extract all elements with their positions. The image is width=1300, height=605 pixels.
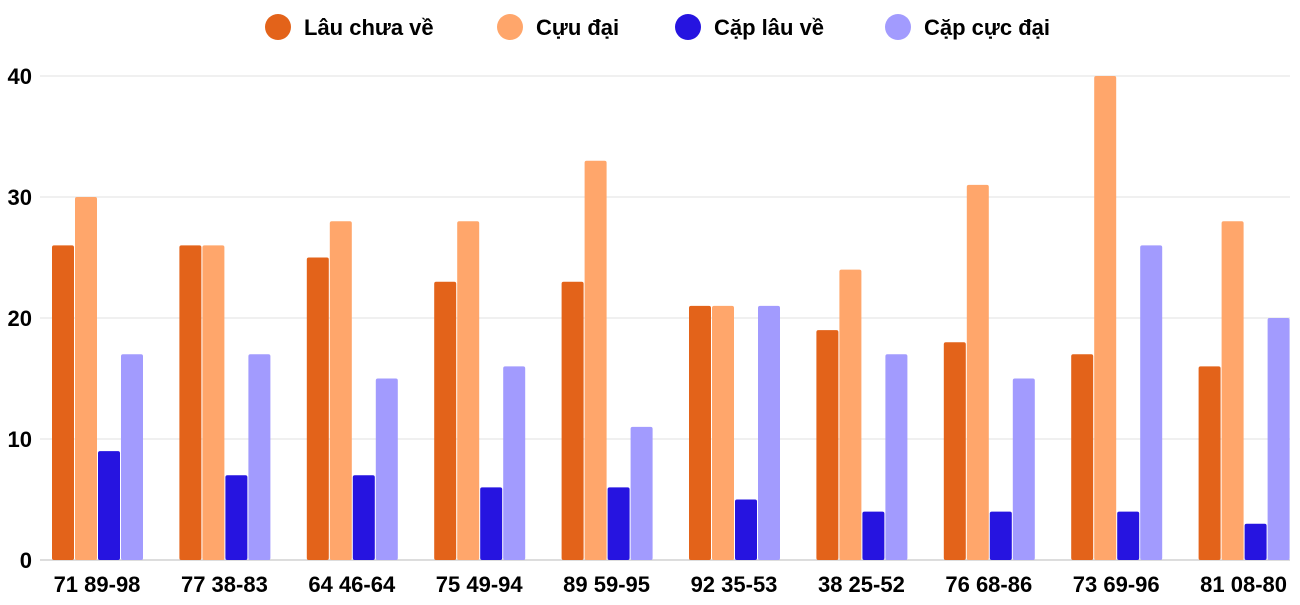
x-tick-label: 64 46-64 (308, 572, 396, 597)
bar-3 (98, 451, 120, 560)
bar-4 (375, 378, 398, 560)
y-tick-label: 40 (8, 64, 32, 89)
bar-4 (1012, 378, 1035, 560)
bar-2 (584, 160, 607, 560)
bar-2 (329, 221, 352, 560)
bar-4 (121, 354, 143, 560)
bar-1 (816, 330, 839, 560)
legend-label: Cặp lâu về (714, 15, 824, 40)
bar-4 (1267, 318, 1290, 560)
x-tick-label: 75 49-94 (436, 572, 524, 597)
x-axis-ticks: 71 89-98 77 38-83 64 46-64 75 49-94 89 59-95… (54, 572, 1287, 597)
bar-2 (1094, 76, 1117, 560)
y-axis-ticks: 0 10 20 30 40 (8, 64, 32, 573)
bar-2 (457, 221, 480, 560)
bar-4 (758, 305, 780, 560)
bar-4 (503, 366, 526, 560)
legend-label: Lâu chưa về (304, 15, 434, 40)
bars (52, 76, 1290, 560)
bar-1 (179, 245, 202, 560)
bar-3 (1117, 511, 1140, 560)
bar-2 (1221, 221, 1244, 560)
legend-marker (885, 14, 911, 40)
bar-2 (202, 245, 225, 560)
x-tick-label: 73 69-96 (1073, 572, 1160, 597)
bar-2 (75, 197, 97, 560)
bar-3 (989, 511, 1012, 560)
bar-2 (712, 305, 734, 560)
legend-label: Cặp cực đại (924, 15, 1050, 40)
legend-marker (265, 14, 291, 40)
x-tick-label: 71 89-98 (54, 572, 141, 597)
x-tick-label: 76 68-86 (945, 572, 1032, 597)
legend: Lâu chưa về Cựu đại Cặp lâu về Cặp cực đại (265, 14, 1050, 40)
bar-1 (306, 257, 329, 560)
x-tick-label: 92 35-53 (691, 572, 778, 597)
bar-4 (248, 354, 271, 560)
x-tick-label: 89 59-95 (563, 572, 650, 597)
bar-4 (1140, 245, 1163, 560)
y-tick-label: 30 (8, 185, 32, 210)
legend-label: Cựu đại (536, 15, 619, 40)
legend-marker (497, 14, 523, 40)
bar-3 (352, 475, 375, 560)
bar-3 (607, 487, 630, 560)
bar-4 (630, 426, 653, 560)
bar-1 (52, 245, 74, 560)
bar-3 (735, 499, 757, 560)
bar-1 (561, 281, 584, 560)
x-tick-label: 81 08-80 (1200, 572, 1287, 597)
bar-3 (862, 511, 885, 560)
bar-3 (480, 487, 503, 560)
bar-1 (689, 305, 711, 560)
legend-marker (675, 14, 701, 40)
bar-2 (966, 184, 989, 560)
y-tick-label: 0 (20, 548, 32, 573)
bar-3 (1244, 523, 1267, 560)
bar-3 (225, 475, 248, 560)
x-tick-label: 77 38-83 (181, 572, 268, 597)
x-tick-label: 38 25-52 (818, 572, 905, 597)
bar-1 (1198, 366, 1221, 560)
y-tick-label: 10 (8, 427, 32, 452)
bar-1 (943, 342, 966, 560)
bar-4 (885, 354, 908, 560)
y-tick-label: 20 (8, 306, 32, 331)
bar-1 (1071, 354, 1094, 560)
bar-2 (839, 269, 862, 560)
bar-1 (434, 281, 457, 560)
